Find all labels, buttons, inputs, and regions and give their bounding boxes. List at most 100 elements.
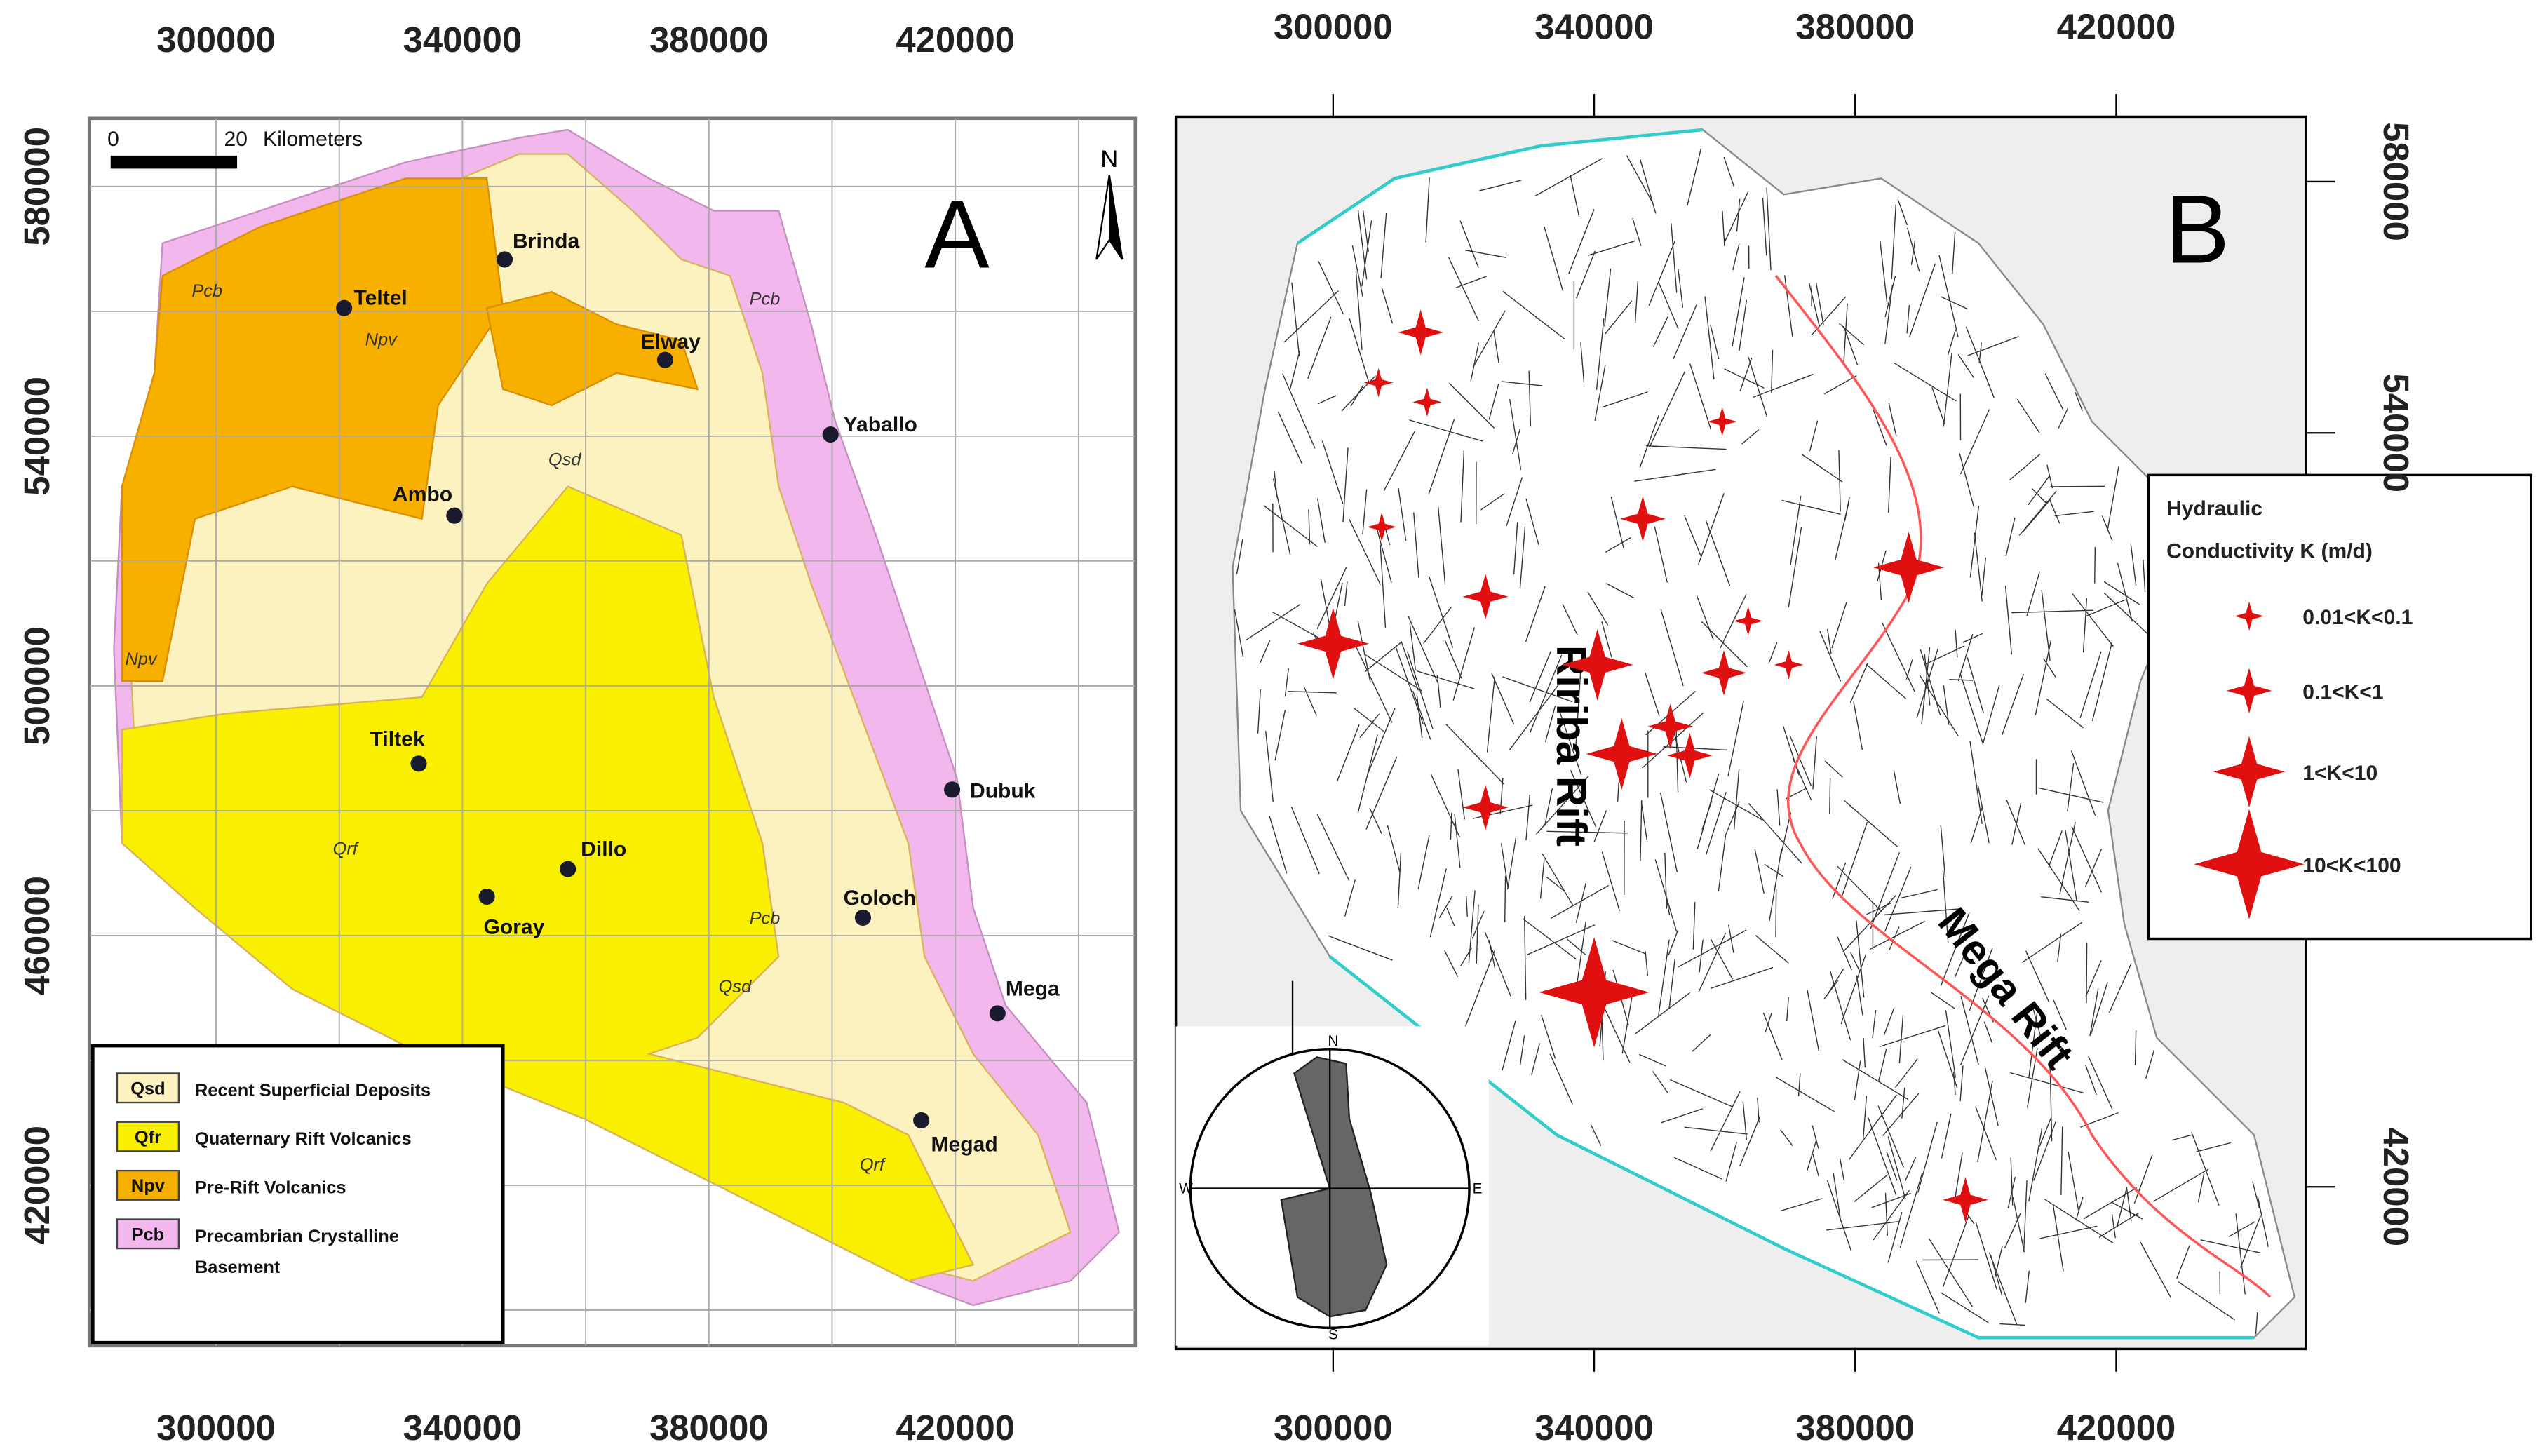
fracture (1748, 803, 1802, 864)
fracture (1856, 975, 1863, 1016)
fracture (1654, 526, 1668, 583)
fracture (2025, 950, 2050, 1003)
fracture (1480, 493, 1505, 511)
well-marker (1774, 650, 1804, 680)
fracture (2037, 848, 2080, 912)
fracture (2065, 830, 2077, 902)
fracture (1915, 1260, 1940, 1314)
fracture (1718, 835, 1727, 892)
fracture (1704, 296, 1715, 380)
place-label: Yaballo (844, 413, 917, 436)
fracture (2031, 487, 2047, 504)
fracture (1652, 316, 1668, 347)
fracture (1550, 884, 1609, 919)
fracture (2091, 642, 2113, 721)
fracture (1905, 1157, 1917, 1181)
fracture (1401, 641, 1419, 691)
x-tick-label: 420000 (896, 20, 1015, 60)
fracture (1321, 440, 1344, 504)
fracture (2059, 821, 2076, 895)
x-tick-label: 300000 (1274, 1408, 1393, 1448)
fracture (1748, 357, 1768, 417)
fracture (1754, 849, 1765, 894)
fracture (1733, 768, 1740, 830)
fracture (1423, 607, 1452, 644)
legend-swatch (116, 1072, 180, 1104)
fracture (1967, 657, 1984, 713)
fracture (1639, 1053, 1667, 1067)
fracture (1921, 647, 1931, 724)
fracture (1291, 282, 1300, 356)
fracture (1412, 690, 1431, 740)
fracture (1369, 807, 1382, 834)
fracture (1501, 381, 1542, 386)
fracture (2178, 1281, 2235, 1321)
legend-label: Recent Superficial Deposits (195, 1081, 431, 1100)
fracture (2044, 373, 2064, 411)
fracture (1884, 1192, 1888, 1236)
x-tick-label: 380000 (649, 1408, 769, 1448)
fracture (1307, 316, 1332, 379)
place-marker (496, 251, 513, 268)
fracture (2054, 511, 2094, 517)
fracture (2101, 515, 2113, 541)
fracture (1868, 1117, 1897, 1196)
fracture (1755, 935, 1789, 964)
fracture (1397, 852, 1402, 908)
fracture (1722, 210, 1725, 246)
fracture (1984, 1067, 1999, 1126)
fracture (1288, 691, 1337, 694)
fracture (1488, 940, 1496, 969)
fracture (2031, 1003, 2041, 1035)
fracture (1534, 158, 1603, 197)
fracture (1367, 708, 1396, 775)
fracture (1808, 283, 1821, 327)
fracture (1886, 1152, 1898, 1181)
fracture (1634, 992, 1691, 1035)
fracture (1549, 1053, 1573, 1105)
fracture (1409, 419, 1483, 442)
fracture (1838, 323, 1865, 346)
fracture (1839, 1158, 1845, 1181)
npv-unit (485, 290, 699, 407)
scale-start: 0 (107, 128, 119, 151)
y-tick-label: 540000 (2376, 373, 2416, 492)
fractures (1234, 147, 2269, 1335)
x-tick-label: 300000 (156, 20, 276, 60)
fracture (1580, 342, 1585, 383)
fracture (2053, 1206, 2064, 1272)
fracture (1969, 741, 1983, 824)
fracture (2171, 1134, 2192, 1141)
fracture (2235, 1213, 2246, 1295)
fracture (1446, 908, 1455, 926)
fracture (2010, 1072, 2084, 1094)
fracture (1381, 287, 1394, 324)
fracture (1259, 640, 1271, 664)
fracture (1359, 713, 1380, 739)
fracture (1546, 830, 1628, 834)
y-tick-label: 580000 (17, 127, 57, 246)
fracture (1617, 782, 1619, 802)
fracture (1349, 518, 1381, 585)
fracture (1479, 180, 1522, 191)
fracture (1727, 701, 1744, 776)
fracture (2046, 698, 2084, 729)
fracture (1725, 1142, 1737, 1182)
fracture (2107, 466, 2119, 531)
fracture (1519, 1035, 1525, 1065)
fracture (1328, 935, 1393, 961)
fracture (1450, 812, 1452, 840)
x-tick-label: 300000 (156, 1408, 276, 1448)
fracture (1590, 1124, 1602, 1146)
fracture (1807, 1140, 1817, 1171)
fracture (1741, 429, 1760, 445)
fracture (2075, 391, 2084, 412)
scale-unit: Kilometers (263, 128, 363, 151)
fracture (2086, 942, 2088, 1004)
legend-title: Conductivity K (m/d) (2166, 539, 2373, 562)
fracture (1416, 670, 1475, 689)
fracture (2117, 562, 2133, 622)
fracture (2060, 1126, 2063, 1195)
fracture (1720, 594, 1747, 649)
fracture (1969, 948, 1993, 1011)
